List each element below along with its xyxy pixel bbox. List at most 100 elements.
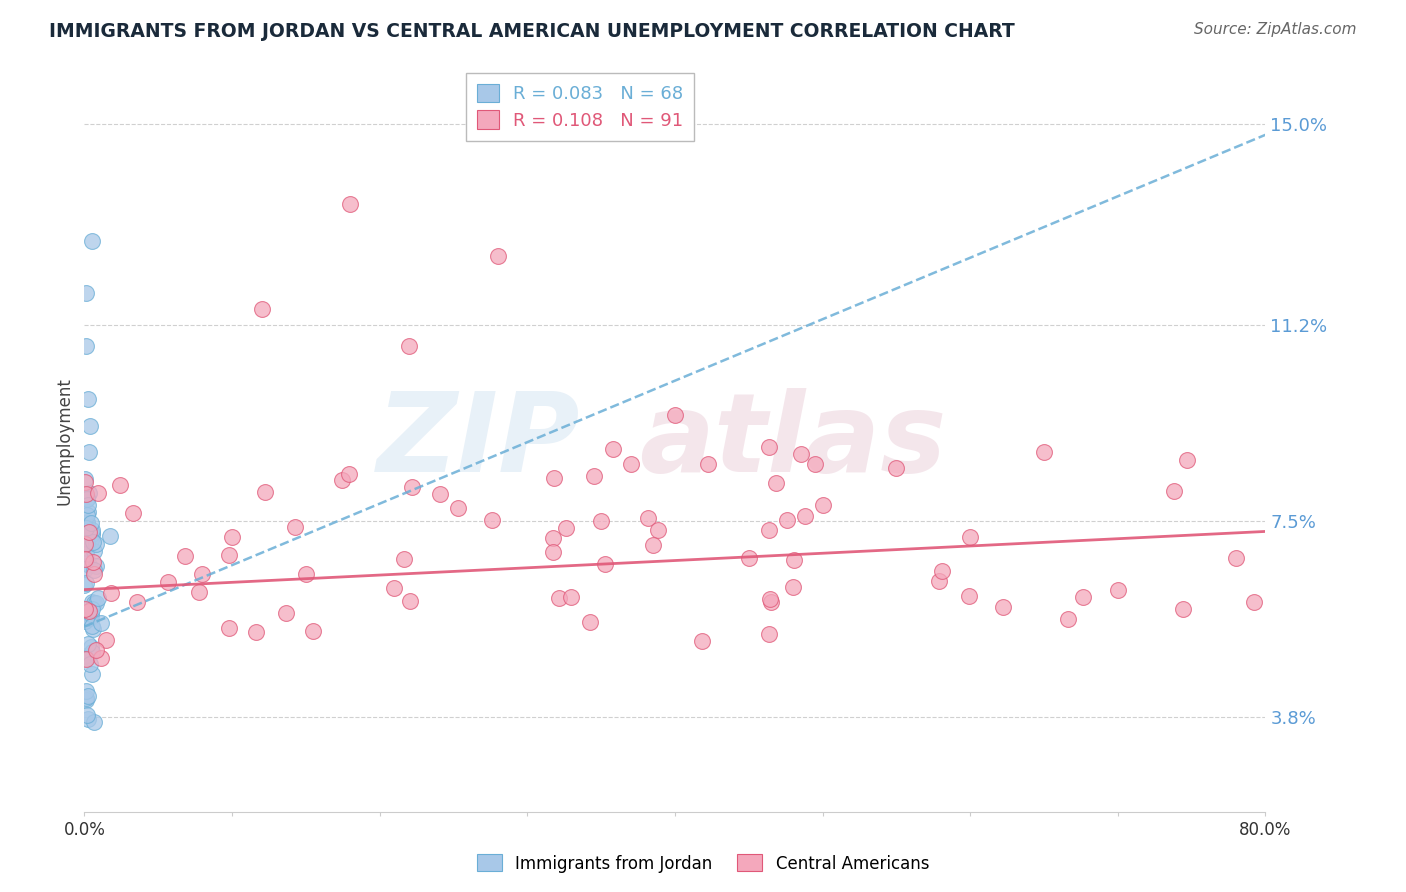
Point — [339, 196, 361, 211]
Point — [80, 516, 103, 531]
Point — [80, 645, 103, 659]
Text: IMMIGRANTS FROM JORDAN VS CENTRAL AMERICAN UNEMPLOYMENT CORRELATION CHART: IMMIGRANTS FROM JORDAN VS CENTRAL AMERIC… — [49, 22, 1015, 41]
Point — [481, 513, 503, 527]
Point — [783, 553, 806, 567]
Point — [398, 339, 420, 353]
Point — [80, 610, 103, 624]
Point — [75, 684, 97, 698]
Point — [75, 648, 97, 663]
Point — [82, 535, 104, 549]
Point — [76, 508, 98, 522]
Point — [591, 514, 613, 528]
Point — [804, 457, 827, 471]
Point — [79, 657, 101, 671]
Point — [1107, 582, 1129, 597]
Point — [75, 693, 97, 707]
Point — [76, 491, 98, 506]
Point — [76, 491, 98, 505]
Point — [543, 471, 565, 485]
Point — [75, 475, 97, 490]
Point — [75, 521, 97, 535]
Point — [765, 475, 787, 490]
Point — [73, 648, 96, 663]
Point — [759, 595, 782, 609]
Point — [73, 650, 96, 665]
Point — [73, 605, 96, 619]
Point — [173, 549, 195, 564]
Point — [90, 616, 112, 631]
Point — [274, 607, 297, 621]
Point — [191, 566, 214, 581]
Point — [90, 650, 112, 665]
Point — [73, 614, 96, 628]
Point — [73, 488, 96, 502]
Text: ZIP: ZIP — [377, 388, 581, 495]
Text: Source: ZipAtlas.com: Source: ZipAtlas.com — [1194, 22, 1357, 37]
Point — [77, 603, 100, 617]
Point — [76, 516, 98, 531]
Point — [447, 501, 470, 516]
Point — [602, 442, 624, 456]
Text: atlas: atlas — [640, 388, 946, 495]
Point — [429, 486, 451, 500]
Point — [330, 473, 353, 487]
Point — [1173, 602, 1195, 616]
Point — [759, 592, 782, 607]
Point — [758, 441, 780, 455]
Point — [221, 530, 243, 544]
Point — [75, 556, 97, 570]
Point — [664, 408, 686, 422]
Point — [886, 461, 908, 475]
Point — [301, 624, 323, 638]
Point — [77, 558, 100, 572]
Point — [82, 667, 104, 681]
Point — [250, 302, 273, 317]
Point — [83, 715, 105, 730]
Point — [392, 552, 415, 566]
Point — [295, 566, 318, 581]
Point — [75, 652, 97, 666]
Point — [80, 524, 103, 538]
Point — [1243, 595, 1265, 609]
Point — [82, 622, 104, 636]
Point — [84, 558, 107, 573]
Point — [541, 531, 564, 545]
Point — [76, 515, 98, 529]
Point — [188, 585, 211, 599]
Point — [1057, 612, 1080, 626]
Point — [83, 544, 105, 558]
Point — [125, 594, 148, 608]
Point — [75, 562, 97, 576]
Point — [83, 566, 105, 581]
Point — [738, 550, 761, 565]
Point — [637, 511, 659, 525]
Point — [641, 537, 664, 551]
Point — [579, 615, 602, 630]
Point — [82, 619, 104, 633]
Point — [758, 523, 780, 537]
Point — [76, 536, 98, 550]
Point — [80, 533, 103, 547]
Point — [86, 486, 108, 500]
Point — [156, 574, 179, 589]
Point — [84, 537, 107, 551]
Point — [76, 505, 98, 519]
Point — [218, 621, 240, 635]
Point — [77, 524, 100, 539]
Point — [79, 418, 101, 433]
Point — [75, 527, 97, 541]
Point — [697, 457, 720, 471]
Point — [82, 601, 104, 615]
Point — [382, 581, 405, 595]
Legend: R = 0.083   N = 68, R = 0.108   N = 91: R = 0.083 N = 68, R = 0.108 N = 91 — [467, 73, 695, 141]
Point — [1073, 590, 1095, 604]
Point — [80, 595, 103, 609]
Point — [96, 633, 118, 648]
Point — [75, 607, 97, 622]
Point — [82, 234, 104, 248]
Point — [75, 576, 97, 591]
Point — [1225, 550, 1247, 565]
Point — [98, 529, 121, 543]
Point — [76, 637, 98, 651]
Point — [583, 469, 606, 483]
